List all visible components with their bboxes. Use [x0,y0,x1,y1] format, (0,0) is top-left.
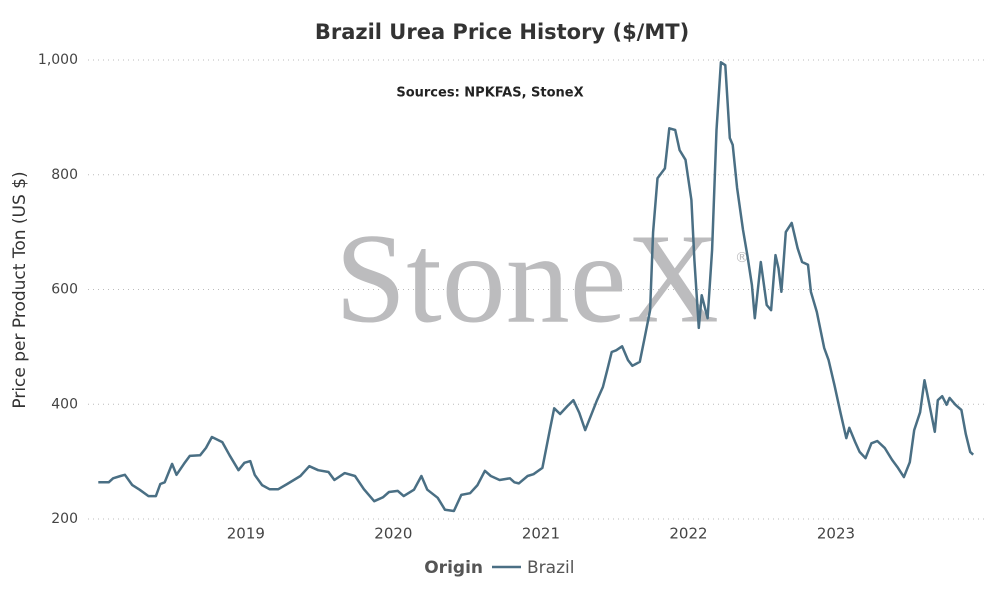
legend-label: Brazil [527,558,574,578]
y-tick-label: 400 [51,396,78,412]
x-tick-label: 2020 [374,525,412,543]
x-tick-label: 2023 [817,525,855,543]
y-tick-label: 200 [51,511,78,527]
chart-title: Brazil Urea Price History ($/MT) [315,20,689,44]
x-tick-label: 2019 [227,525,265,543]
y-axis-label: Price per Product Ton (US $) [10,171,30,408]
watermark-symbol: ® [735,250,749,266]
x-tick-label: 2022 [669,525,707,543]
y-tick-label: 800 [51,167,78,183]
y-tick-label: 600 [51,282,78,298]
chart-subtitle: Sources: NPKFAS, StoneX [396,86,583,101]
y-tick-label: 1,000 [38,52,78,68]
x-tick-label: 2021 [522,525,560,543]
data-line [98,61,975,513]
legend-title: Origin [424,558,483,578]
watermark: StoneX [335,207,719,349]
